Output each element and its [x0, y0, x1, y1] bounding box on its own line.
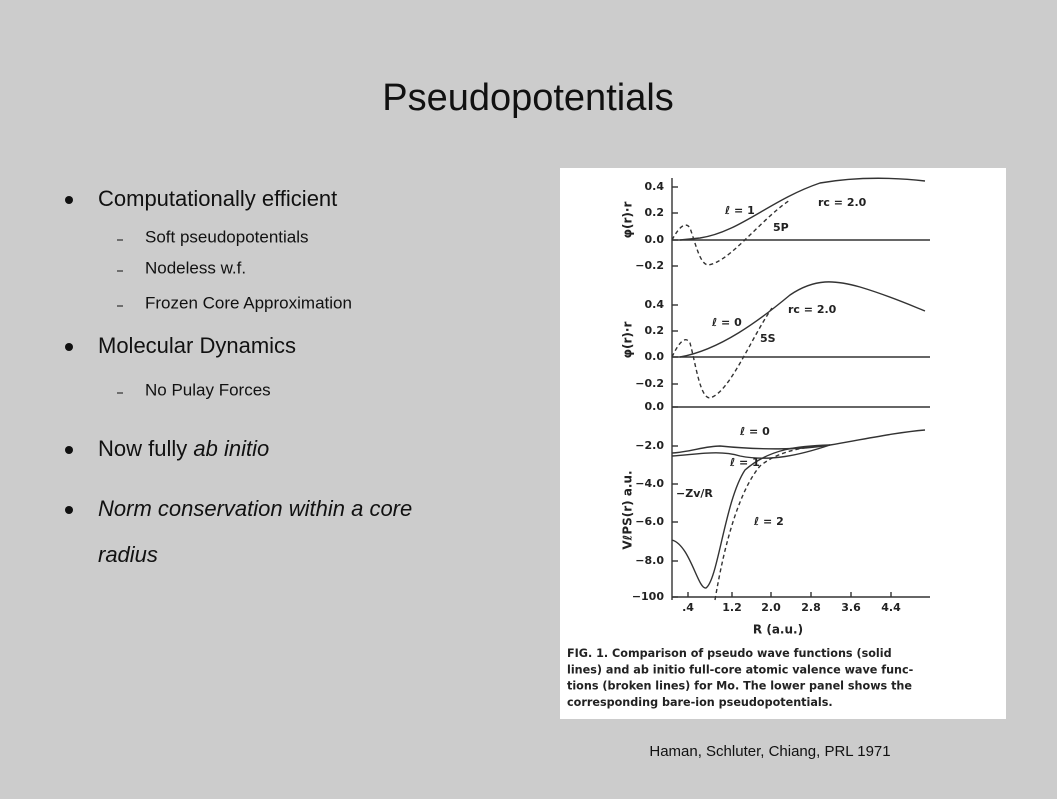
- y-axis-label: VℓPS(r) a.u.: [621, 470, 635, 549]
- curve: [679, 281, 926, 358]
- text-span: ab initio: [193, 436, 269, 461]
- curve: [679, 177, 926, 241]
- y-tick-label: 0.0: [645, 233, 665, 246]
- y-tick-label: −8.0: [635, 554, 664, 567]
- x-tick-label: 4.4: [881, 601, 901, 614]
- annotation: ℓ = 1: [724, 204, 755, 217]
- bullet-dot: [65, 196, 73, 204]
- annotation: 5S: [760, 332, 776, 345]
- bullet-text: Molecular Dynamics: [98, 333, 296, 358]
- sub-item: No Pulay Forces: [145, 380, 271, 399]
- figure: φ(r)·r 0.4 0.2 0.0 −0.2 ℓ = 1 rc = 2.0 5P φ(r)·r…: [567, 177, 930, 709]
- bullet-text: Now fully ab initio: [98, 436, 269, 461]
- caption-line: FIG. 1. Comparison of pseudo wave functi…: [567, 647, 892, 660]
- sub-item: Frozen Core Approximation: [145, 293, 352, 312]
- curve: [671, 444, 831, 459]
- y-tick-label: 0.4: [645, 180, 665, 193]
- y-tick-label: −0.2: [635, 259, 664, 272]
- figure-background: [560, 168, 1006, 719]
- y-tick-label: 0.2: [645, 324, 665, 337]
- annotation: −Zv/R: [676, 487, 713, 500]
- bullet-dot: [65, 446, 73, 454]
- x-tick-label: 3.6: [841, 601, 861, 614]
- y-tick-label: −2.0: [635, 439, 664, 452]
- x-tick-label: .4: [682, 601, 694, 614]
- bullet-text: Norm conservation within a core: [98, 496, 412, 521]
- annotation: 5P: [773, 221, 789, 234]
- y-tick-label: 0.2: [645, 206, 665, 219]
- y-axis-label: φ(r)·r: [621, 202, 635, 239]
- curve: [714, 444, 831, 601]
- annotation: ℓ = 0: [711, 316, 742, 329]
- annotation: rc = 2.0: [818, 196, 867, 209]
- curve: [671, 444, 831, 589]
- text-span: Now fully: [98, 436, 193, 461]
- annotation: ℓ = 0: [739, 425, 770, 438]
- caption-line: corresponding bare-ion pseudopotentials.: [567, 696, 833, 709]
- y-tick-label: −100: [632, 590, 665, 603]
- y-tick-label: 0.0: [645, 400, 665, 413]
- annotation: rc = 2.0: [788, 303, 837, 316]
- caption-line: tions (broken lines) for Mo. The lower p…: [567, 680, 912, 693]
- annotation: ℓ = 1: [729, 456, 760, 469]
- x-axis-label: R (a.u.): [753, 623, 803, 637]
- bullet-text: radius: [98, 542, 158, 567]
- y-tick-label: 0.4: [645, 298, 665, 311]
- caption-line: lines) and ab initio full-core atomic va…: [567, 663, 914, 676]
- x-tick-label: 1.2: [722, 601, 742, 614]
- sub-item: Soft pseudopotentials: [145, 227, 309, 246]
- bullet-dot: [65, 343, 73, 351]
- x-tick-label: 2.0: [761, 601, 781, 614]
- y-tick-label: −4.0: [635, 477, 664, 490]
- annotation: ℓ = 2: [753, 515, 784, 528]
- y-tick-label: −6.0: [635, 515, 664, 528]
- slide-title: Pseudopotentials: [382, 77, 674, 119]
- bullet-text: Computationally efficient: [98, 186, 337, 211]
- sub-item: Nodeless w.f.: [145, 258, 246, 277]
- y-axis-label: φ(r)·r: [621, 322, 635, 359]
- x-tick-label: 2.8: [801, 601, 821, 614]
- y-tick-label: 0.0: [645, 350, 665, 363]
- y-tick-label: −0.2: [635, 377, 664, 390]
- credit: Haman, Schluter, Chiang, PRL 1971: [649, 743, 890, 760]
- bullet-dot: [65, 506, 73, 514]
- curve: [671, 199, 791, 266]
